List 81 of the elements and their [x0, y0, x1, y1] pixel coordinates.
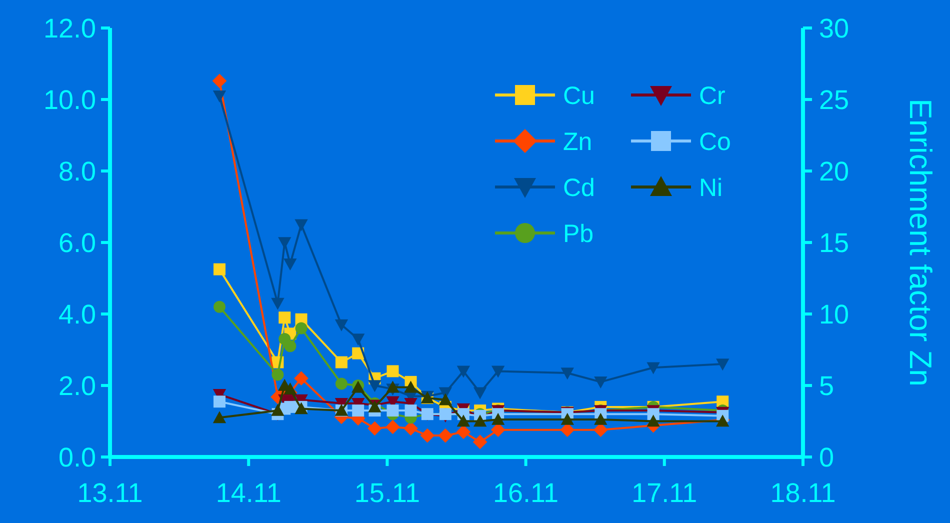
legend-label: Cu: [563, 82, 595, 110]
legend-label: Pb: [563, 220, 594, 248]
x-tick-label: 18.11: [770, 478, 836, 508]
x-tick-label: 14.11: [216, 478, 282, 508]
point: [472, 434, 488, 450]
y-tick-label: 2.0: [58, 370, 96, 401]
y2-tick-label: 30: [819, 13, 850, 44]
point: [404, 404, 417, 417]
point: [272, 368, 284, 381]
point: [335, 356, 348, 368]
point: [271, 404, 284, 416]
point: [213, 396, 226, 408]
point: [386, 365, 399, 378]
point: [352, 404, 364, 417]
point: [646, 362, 660, 374]
point: [284, 382, 297, 394]
y2-tick-label: 5: [819, 370, 834, 401]
point: [438, 428, 453, 443]
point: [294, 371, 308, 386]
point: [456, 414, 470, 427]
x-tick-label: 16.11: [493, 478, 559, 508]
point: [212, 90, 226, 103]
point: [491, 366, 505, 378]
point: [386, 404, 399, 417]
point: [473, 387, 487, 400]
point: [284, 340, 296, 352]
point: [213, 263, 226, 276]
point: [334, 319, 348, 332]
point: [294, 219, 308, 232]
point: [278, 312, 291, 324]
legend-label: Cr: [699, 82, 726, 110]
point: [456, 366, 470, 378]
x-tick-label: 17.11: [632, 478, 698, 508]
point: [473, 414, 487, 427]
point: [284, 400, 296, 413]
y2-tick-label: 25: [819, 84, 850, 115]
point: [560, 368, 574, 380]
point: [646, 414, 660, 427]
x-tick-label: 13.11: [77, 478, 143, 508]
point: [271, 298, 284, 310]
point: [295, 322, 308, 334]
point: [594, 412, 608, 425]
point: [351, 334, 365, 346]
y2-tick-label: 15: [819, 228, 850, 258]
point: [560, 422, 575, 438]
y2-axis-title: Enrichment factor Zn: [903, 98, 938, 386]
legend-label: Ni: [699, 174, 723, 202]
point: [212, 411, 226, 424]
legend-label: Zn: [563, 128, 592, 156]
legend-label: Co: [699, 128, 731, 156]
point: [491, 412, 505, 425]
y2-tick-label: 0: [819, 442, 834, 472]
point: [404, 421, 418, 436]
point: [490, 422, 506, 438]
point: [278, 237, 292, 250]
y2-tick-label: 10: [819, 299, 850, 330]
point: [335, 378, 348, 390]
point: [420, 428, 435, 443]
point: [368, 421, 382, 436]
point: [560, 412, 574, 425]
y-tick-label: 10.0: [43, 84, 96, 115]
point: [593, 422, 608, 438]
point: [438, 393, 452, 406]
point: [716, 358, 730, 371]
y-tick-label: 6.0: [58, 228, 96, 258]
y-tick-label: 0.0: [58, 442, 96, 472]
point: [212, 74, 227, 88]
legend-label: Cd: [563, 174, 595, 202]
x-tick-label: 15.11: [354, 478, 420, 508]
y-tick-label: 4.0: [58, 299, 96, 330]
point: [386, 420, 400, 434]
point: [456, 424, 471, 440]
y-tick-label: 8.0: [58, 156, 96, 186]
point: [386, 380, 400, 393]
point: [594, 376, 608, 389]
point: [213, 300, 226, 313]
point: [284, 258, 297, 271]
point: [368, 380, 382, 392]
y-tick-label: 12.0: [43, 13, 96, 44]
y2-tick-label: 20: [819, 156, 850, 186]
point: [404, 380, 418, 393]
